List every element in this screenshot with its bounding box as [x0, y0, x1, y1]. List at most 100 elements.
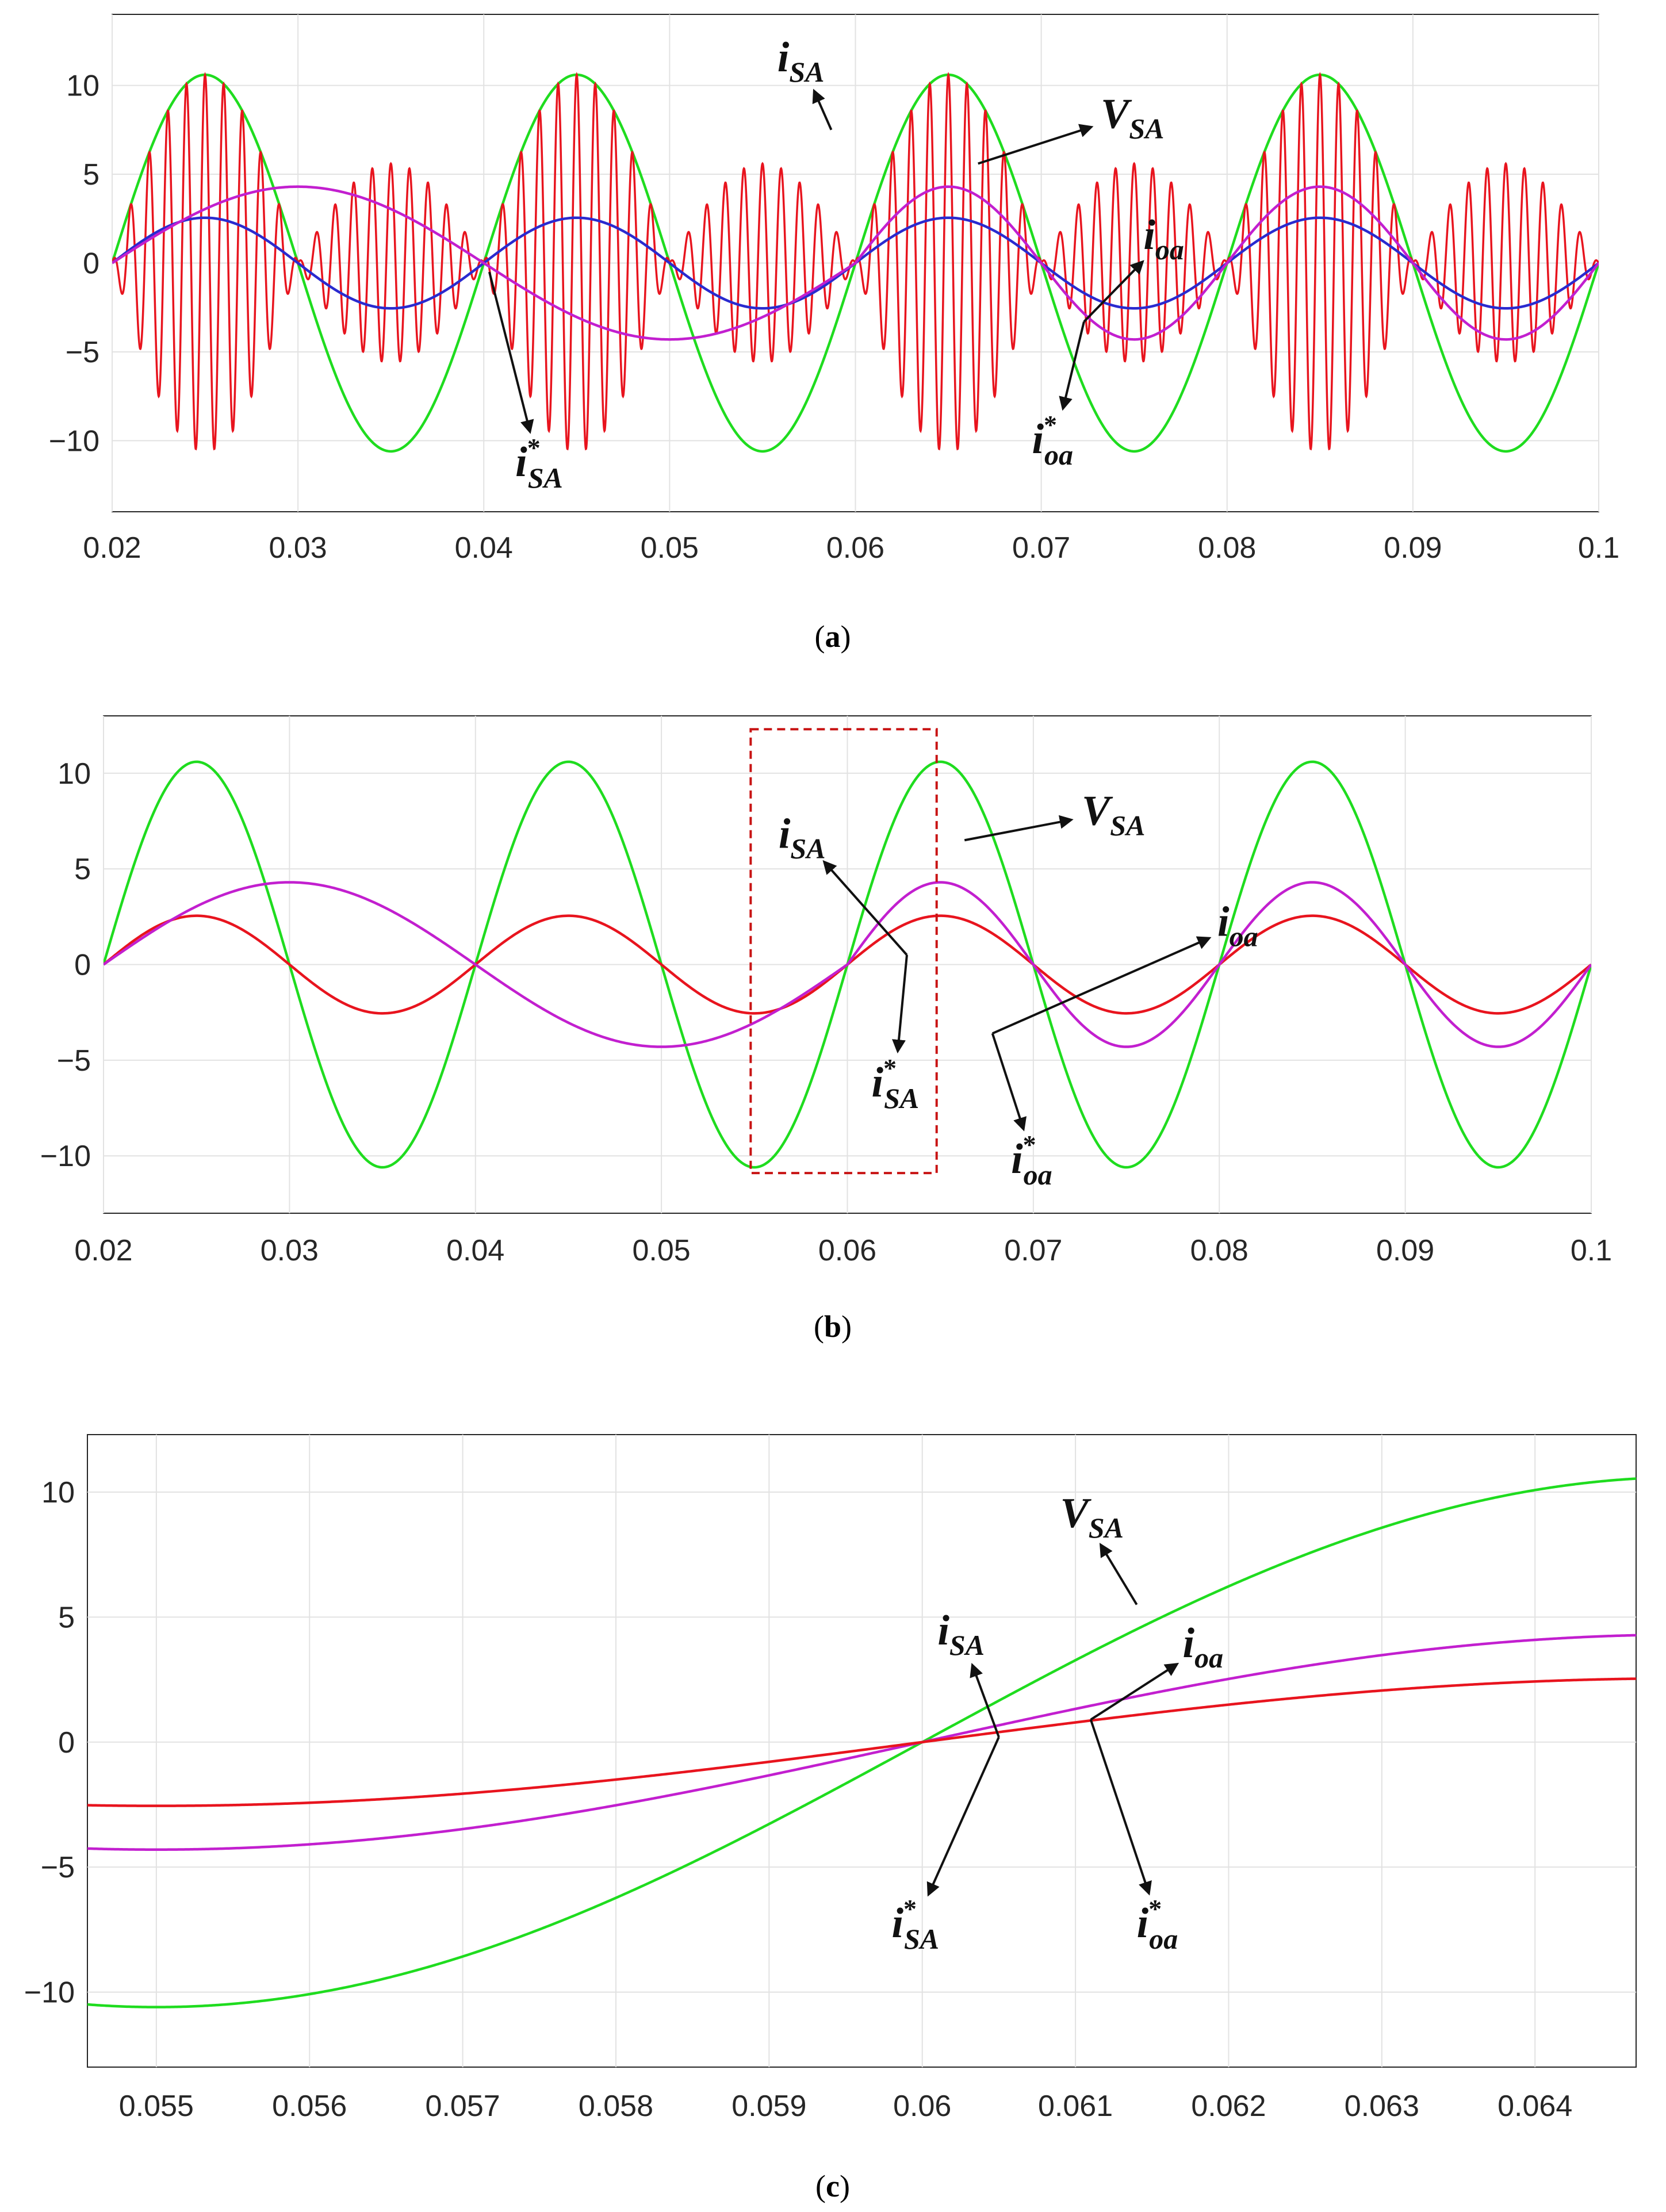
series-line-i-oa	[104, 881, 1591, 1048]
y-tick-label: 10	[58, 757, 91, 791]
annotation-arrow	[1099, 1543, 1138, 1605]
y-tick-label: −10	[40, 1140, 91, 1173]
x-tick-label: 0.1	[1578, 531, 1619, 565]
annotation-text: iSA	[778, 34, 825, 88]
x-tick-label: 0.057	[426, 2090, 500, 2123]
x-tick-label: 0.03	[261, 1234, 319, 1267]
x-tick-label: 0.063	[1345, 2090, 1419, 2123]
y-tick-label: 5	[74, 853, 91, 886]
series-line-i-oa	[112, 185, 1599, 341]
annotation-text: i* oa	[1137, 1894, 1178, 1955]
annotation-text: ioa	[1183, 1620, 1224, 1674]
annotation-label: VSA	[1060, 1490, 1138, 1605]
y-tick-label: 5	[83, 158, 99, 191]
annotation-text: i* SA	[891, 1894, 939, 1955]
annotation-arrow	[970, 1663, 1000, 1738]
annotation-label: ioa	[991, 899, 1258, 1035]
caption-b: (b)	[814, 1309, 852, 1344]
y-tick-label: −5	[41, 1851, 75, 1884]
annotation-label: i* oa	[991, 1033, 1052, 1191]
annotation-label: i* oa	[1089, 1719, 1178, 1955]
x-tick-label: 0.04	[446, 1234, 504, 1267]
series-group	[87, 1477, 1636, 2008]
annotation-label: i* SA	[872, 954, 920, 1114]
y-tick-label: 5	[58, 1601, 75, 1634]
panel-c-chart: 0.055 0.056 0.057 0.058 0.059 0.06 0.061 0.062 0…	[24, 1434, 1637, 2123]
x-tick-label: 0.08	[1190, 1234, 1248, 1267]
annotation-text: i* oa	[1032, 410, 1073, 471]
x-tick-label: 0.03	[269, 531, 327, 565]
annotation-arrow	[812, 89, 833, 131]
x-tick-label: 0.059	[731, 2090, 806, 2123]
annotation-text: ioa	[1217, 899, 1258, 953]
series-group	[104, 760, 1591, 1169]
x-tick-label: 0.06	[893, 2090, 951, 2123]
x-tick-label: 0.04	[455, 531, 513, 565]
x-tick-label: 0.062	[1191, 2090, 1266, 2123]
x-tick-label: 0.05	[633, 1234, 691, 1267]
y-tick-label: 10	[41, 1476, 75, 1509]
annotation-text: VSA	[1101, 91, 1165, 145]
annotation-label: VSA	[978, 91, 1165, 165]
annotation-arrow	[978, 124, 1094, 165]
annotation-label: VSA	[964, 788, 1145, 842]
annotation-arrow	[892, 954, 908, 1054]
annotation-label: i* SA	[891, 1736, 1000, 1955]
x-tick-label: 0.07	[1012, 531, 1070, 565]
annotation-label: i* SA	[488, 271, 563, 494]
x-tick-label: 0.064	[1498, 2090, 1572, 2123]
x-tick-label: 0.058	[579, 2090, 653, 2123]
panel-a-chart: 0.02 0.03 0.04 0.05 0.06 0.07 0.08 0.09 0.1 10 5 0 −…	[49, 14, 1619, 565]
annotation-arrow	[1083, 260, 1144, 323]
caption-c: (c)	[815, 2169, 850, 2203]
series-line-v-sa	[87, 1477, 1636, 2008]
annotation-label: i* oa	[1032, 321, 1085, 471]
x-tick-label: 0.056	[272, 2090, 347, 2123]
annotation-arrow	[1089, 1719, 1152, 1896]
panel-b-chart: 0.02 0.03 0.04 0.05 0.06 0.07 0.08 0.09 0.1 10 5 0 −…	[40, 715, 1612, 1267]
x-tick-label: 0.061	[1038, 2090, 1113, 2123]
annotation-text: iSA	[779, 811, 826, 865]
x-tick-label: 0.05	[641, 531, 699, 565]
annotation-text: VSA	[1082, 788, 1146, 842]
y-tick-label: −10	[49, 424, 99, 458]
annotation-arrow	[822, 860, 908, 956]
annotation-text: i* SA	[515, 433, 563, 494]
annotation-arrow	[488, 271, 534, 434]
caption-a: (a)	[815, 619, 851, 654]
x-tick-label: 0.02	[83, 531, 141, 565]
annotation-arrow	[991, 1033, 1027, 1132]
annotation-label: ioa	[1090, 1620, 1224, 1721]
y-tick-label: −5	[66, 336, 99, 369]
annotation-arrow	[991, 936, 1212, 1035]
annotation-label: iSA	[937, 1607, 1000, 1738]
y-tick-label: 0	[58, 1726, 75, 1759]
x-tick-label: 0.06	[826, 531, 884, 565]
x-tick-label: 0.1	[1571, 1234, 1612, 1267]
annotation-arrow	[1090, 1662, 1179, 1721]
annotation-text: VSA	[1060, 1490, 1124, 1544]
annotation-text: ioa	[1143, 212, 1184, 266]
x-tick-label: 0.09	[1384, 531, 1442, 565]
annotation-text: i* SA	[872, 1053, 920, 1114]
grid	[87, 1435, 1636, 2067]
annotation-text: i* oa	[1011, 1130, 1052, 1191]
series-group	[112, 72, 1599, 453]
x-tick-label: 0.07	[1004, 1234, 1062, 1267]
x-tick-label: 0.09	[1376, 1234, 1434, 1267]
x-tick-label: 0.02	[74, 1234, 132, 1267]
y-tick-label: −5	[57, 1044, 91, 1078]
annotation-arrow	[964, 815, 1074, 842]
x-tick-label: 0.08	[1198, 531, 1256, 565]
annotation-label: ioa	[1083, 212, 1184, 323]
x-tick-label: 0.055	[119, 2090, 194, 2123]
y-tick-label: 0	[83, 247, 99, 281]
series-line-i-oa	[87, 1634, 1636, 1851]
zoom-highlight-box	[749, 728, 938, 1175]
y-tick-label: 0	[74, 949, 91, 982]
annotation-label: iSA	[778, 34, 833, 131]
annotation-text: iSA	[937, 1607, 985, 1661]
y-tick-label: −10	[24, 1976, 75, 2010]
annotation-arrow	[926, 1736, 1000, 1897]
